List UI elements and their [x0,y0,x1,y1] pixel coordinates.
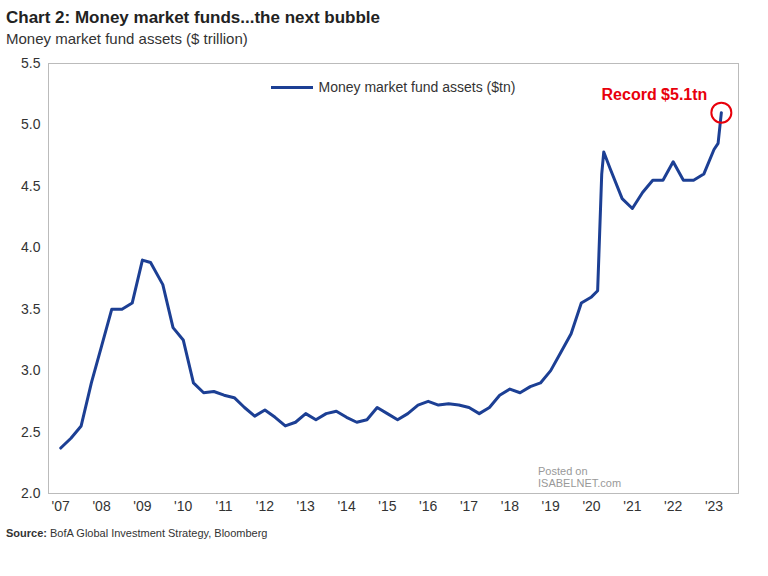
svg-text:'10: '10 [174,498,192,514]
svg-text:'15: '15 [378,498,396,514]
svg-text:4.0: 4.0 [21,239,41,255]
svg-text:'13: '13 [297,498,315,514]
svg-text:'23: '23 [705,498,723,514]
html-text:Source: BofA Global Investment: Source: BofA Global Investment Strategy,… [6,527,268,539]
html-text:Money market fund assets ($tn): Money market fund assets ($tn) [318,79,516,95]
svg-text:2.5: 2.5 [21,424,41,440]
svg-text:'09: '09 [133,498,151,514]
svg-text:'22: '22 [664,498,682,514]
html-text:Posted on ISABELNET.com: Posted on ISABELNET.com [538,465,622,489]
svg-text:'07: '07 [52,498,70,514]
svg-text:'20: '20 [582,498,600,514]
svg-text:'16: '16 [419,498,437,514]
svg-text:'12: '12 [256,498,274,514]
svg-text:'11: '11 [215,498,232,514]
svg-text:'17: '17 [460,498,478,514]
svg-text:'19: '19 [542,498,560,514]
svg-text:3.5: 3.5 [21,301,41,317]
svg-text:3.0: 3.0 [21,362,41,378]
svg-text:'14: '14 [337,498,355,514]
svg-text:5.0: 5.0 [21,116,41,132]
svg-text:'18: '18 [501,498,519,514]
svg-text:'21: '21 [623,498,641,514]
html-text:Chart 2: Money market funds...: Chart 2: Money market funds...the next b… [6,8,381,27]
svg-text:4.5: 4.5 [21,178,41,194]
html-text:Money market fund assets ($ tr: Money market fund assets ($ trillion) [6,30,248,47]
svg-text:'08: '08 [92,498,110,514]
svg-text:Record $5.1tn: Record $5.1tn [602,86,708,103]
svg-text:2.0: 2.0 [21,485,41,501]
svg-text:5.5: 5.5 [21,55,41,71]
